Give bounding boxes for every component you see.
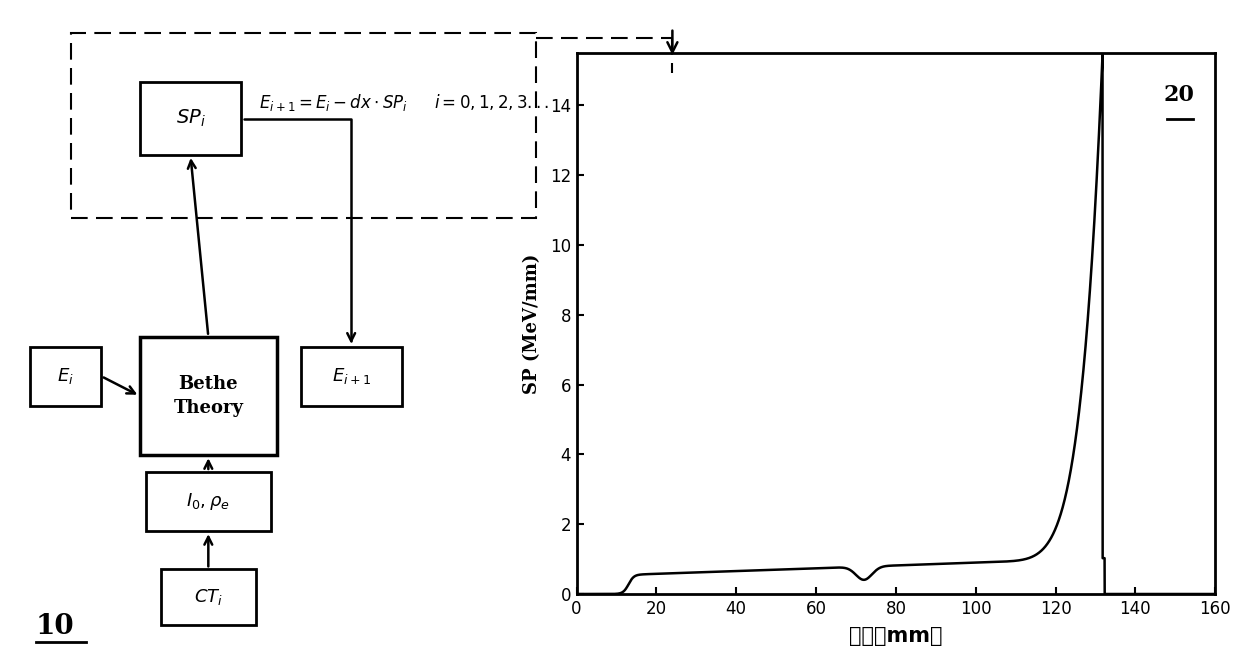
Text: $E_i$: $E_i$: [57, 366, 74, 386]
Bar: [140, 82, 241, 155]
Text: $E_{i+1}$: $E_{i+1}$: [331, 366, 371, 386]
Text: $SP_i$: $SP_i$: [176, 108, 206, 129]
Bar: [161, 569, 255, 626]
Text: 10: 10: [36, 613, 74, 640]
Bar: [146, 472, 270, 531]
Text: $i = 0, 1, 2, 3 ...$: $i = 0, 1, 2, 3 ...$: [434, 92, 551, 112]
Bar: [300, 346, 402, 406]
Text: Bethe
Theory: Bethe Theory: [174, 375, 243, 417]
X-axis label: 深度（mm）: 深度（mm）: [849, 626, 942, 646]
Bar: [140, 337, 277, 455]
Bar: [72, 33, 536, 218]
Bar: [30, 346, 102, 406]
Y-axis label: SP (MeV/mm): SP (MeV/mm): [523, 253, 542, 393]
Text: $E_{i+1}=E_i-dx \cdot SP_i$: $E_{i+1}=E_i-dx \cdot SP_i$: [259, 92, 408, 113]
Text: $CT_i$: $CT_i$: [193, 587, 223, 607]
Text: $I_0, \rho_e$: $I_0, \rho_e$: [186, 491, 231, 512]
Text: 20: 20: [1164, 84, 1194, 106]
